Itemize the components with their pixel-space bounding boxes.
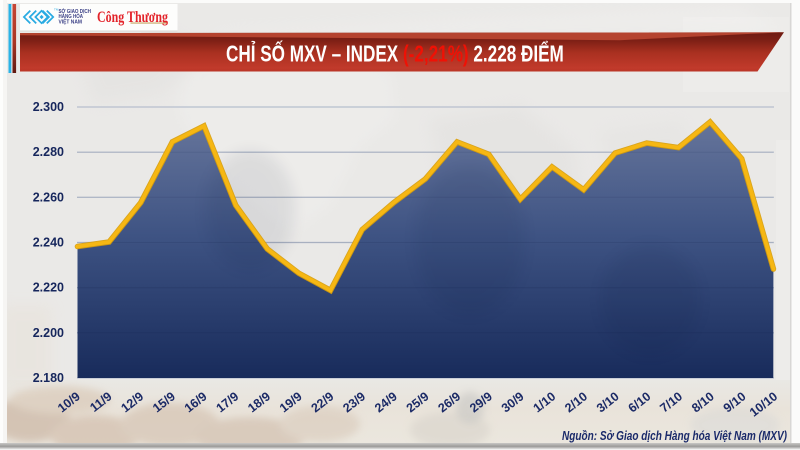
svg-text:HÀNG HÓA: HÀNG HÓA	[59, 12, 84, 20]
svg-text:VIỆT NAM: VIỆT NAM	[59, 17, 83, 25]
svg-text:2.300: 2.300	[33, 100, 64, 114]
svg-text:SỞ GIAO DỊCH: SỞ GIAO DỊCH	[59, 8, 92, 15]
svg-text:Công Thương: Công Thương	[97, 9, 168, 26]
svg-text:2.220: 2.220	[33, 281, 64, 295]
svg-text:CHỈ SỐ MXV – INDEX (-2,21%) 2.: CHỈ SỐ MXV – INDEX (-2,21%) 2.228 ĐIỂM	[226, 40, 564, 67]
svg-text:2.260: 2.260	[33, 190, 64, 204]
svg-text:2.240: 2.240	[33, 236, 64, 250]
svg-text:2.200: 2.200	[33, 326, 64, 340]
svg-text:2.180: 2.180	[33, 371, 64, 385]
svg-text:TM: TM	[54, 8, 59, 12]
svg-text:Nguồn: Sở Giao dịch Hàng hóa V: Nguồn: Sở Giao dịch Hàng hóa Việt Nam (M…	[562, 429, 787, 443]
svg-text:2.280: 2.280	[33, 145, 64, 159]
